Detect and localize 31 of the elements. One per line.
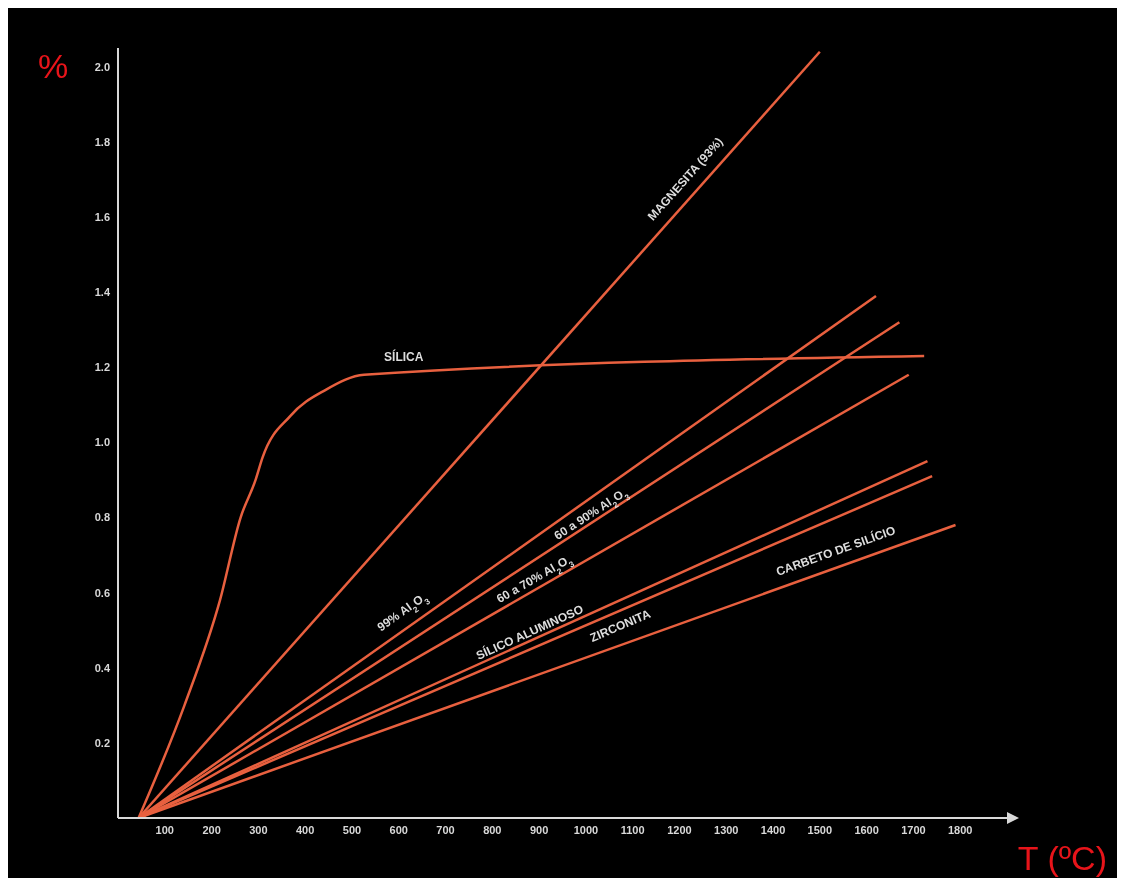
x-tick-label: 1400	[760, 823, 786, 836]
x-tick-label: 900	[529, 823, 549, 836]
y-tick-label: 0.4	[94, 661, 111, 674]
x-tick-label: 1100	[620, 823, 645, 836]
x-tick-label: 1000	[573, 823, 599, 836]
x-tick-label: 1800	[947, 823, 973, 836]
y-tick-label: 1.0	[94, 436, 110, 449]
x-tick-label: 800	[483, 823, 502, 836]
y-tick-label: 1.6	[94, 210, 110, 223]
x-tick-label: 700	[436, 823, 455, 836]
x-tick-label: 1200	[667, 823, 692, 836]
x-tick-label: 1500	[807, 823, 833, 836]
x-tick-label: 400	[295, 823, 315, 836]
y-tick-label: 0.6	[94, 586, 110, 599]
y-tick-label: 1.2	[94, 361, 110, 374]
x-tick-label: 1700	[901, 823, 926, 836]
x-tick-label: 1600	[854, 823, 879, 836]
y-axis-title: %	[38, 47, 69, 85]
x-tick-label: 300	[249, 823, 268, 836]
x-axis-title: T (ºC)	[1017, 839, 1107, 877]
x-tick-label: 100	[155, 823, 174, 836]
x-tick-label: 500	[342, 823, 362, 836]
y-tick-label: 0.8	[94, 511, 110, 524]
y-tick-label: 0.2	[94, 736, 110, 749]
series-label: SÍLICA	[384, 348, 424, 364]
x-tick-label: 600	[389, 823, 408, 836]
y-tick-label: 2.0	[94, 60, 110, 73]
y-tick-label: 1.4	[94, 286, 111, 299]
x-tick-label: 1300	[714, 823, 739, 836]
x-tick-label: 200	[202, 823, 221, 836]
y-tick-label: 1.8	[94, 135, 110, 148]
